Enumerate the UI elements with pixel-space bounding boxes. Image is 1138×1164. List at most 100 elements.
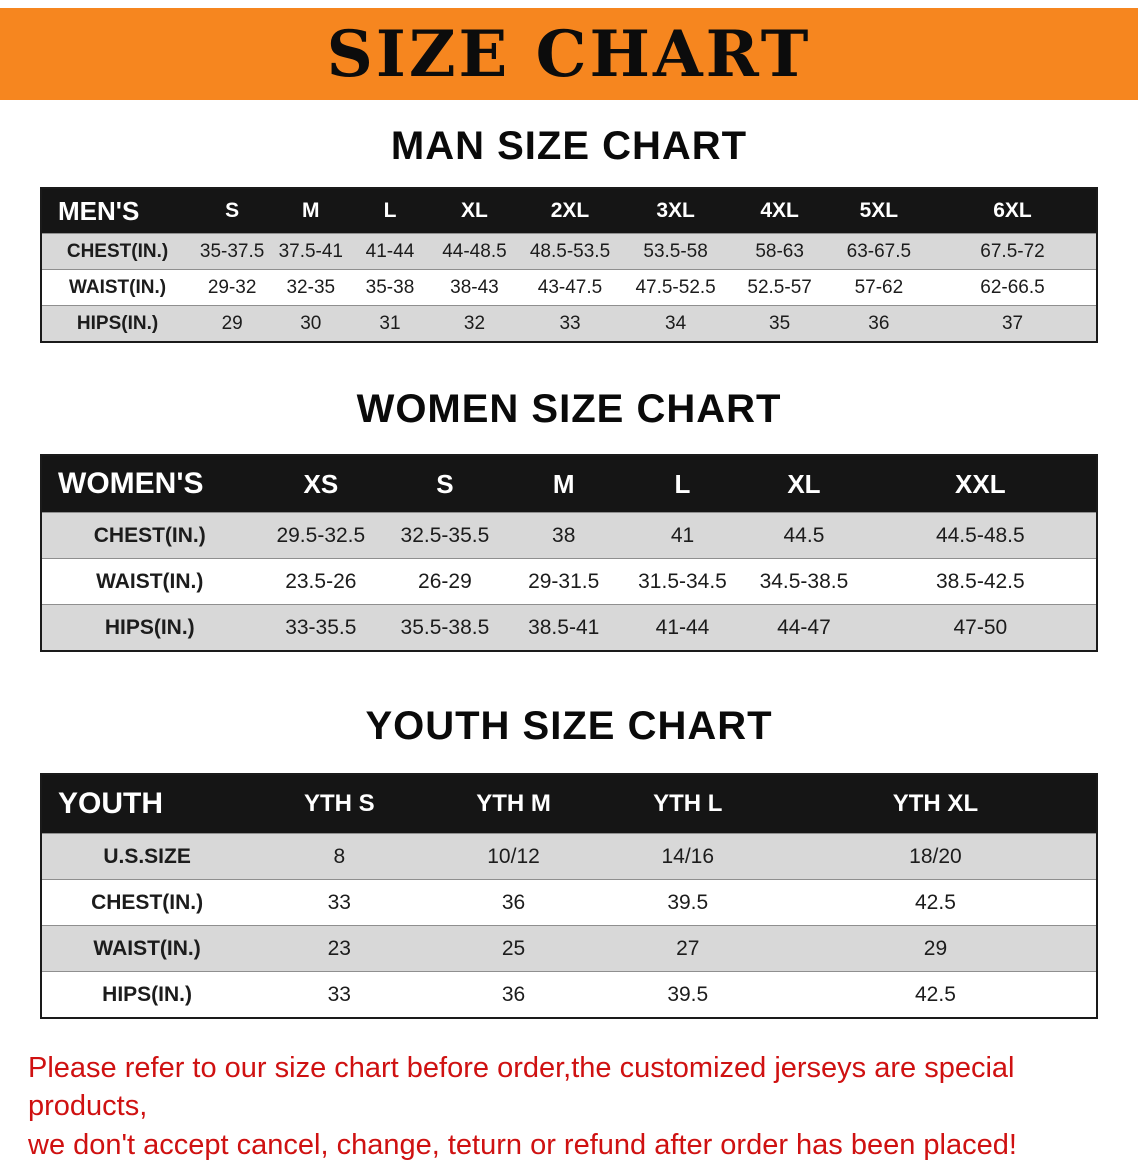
size-value: 29-31.5 [505, 558, 622, 605]
man-chest-row: CHEST(IN.) 35-37.5 37.5-41 41-44 44-48.5… [41, 233, 1097, 270]
size-value: 18/20 [774, 833, 1097, 880]
women-waist-row: WAIST(IN.) 23.5-26 26-29 29-31.5 31.5-34… [41, 558, 1097, 605]
size-chart-banner: SIZE CHART [0, 8, 1138, 100]
row-label: HIPS(IN.) [41, 305, 194, 342]
size-value: 44.5 [743, 512, 865, 559]
row-label: U.S.SIZE [41, 833, 253, 880]
size-value: 36 [426, 971, 601, 1018]
size-value: 8 [252, 833, 427, 880]
size-value: 32 [429, 305, 520, 342]
youth-chest-row: CHEST(IN.) 33 36 39.5 42.5 [41, 879, 1097, 926]
youth-hips-row: HIPS(IN.) 33 36 39.5 42.5 [41, 971, 1097, 1018]
size-value: 32.5-35.5 [384, 512, 506, 559]
size-column-header: YTH L [600, 774, 775, 834]
youth-size-table: YOUTH YTH S YTH M YTH L YTH XL U.S.SIZE … [40, 773, 1098, 1019]
size-value: 26-29 [384, 558, 506, 605]
size-column-header: L [621, 455, 744, 513]
women-hips-row: HIPS(IN.) 33-35.5 35.5-38.5 38.5-41 41-4… [41, 604, 1097, 651]
size-value: 37 [929, 305, 1097, 342]
size-value: 52.5-57 [730, 269, 829, 306]
size-value: 36 [828, 305, 930, 342]
size-column-header: 4XL [730, 188, 829, 234]
women-chest-row: CHEST(IN.) 29.5-32.5 32.5-35.5 38 41 44.… [41, 512, 1097, 559]
size-column-header: S [384, 455, 506, 513]
size-value: 41-44 [350, 233, 430, 270]
row-label: HIPS(IN.) [41, 604, 258, 651]
size-value: 42.5 [774, 971, 1097, 1018]
women-header-row: WOMEN'S XS S M L XL XXL [41, 455, 1097, 513]
youth-section-heading: YOUTH SIZE CHART [365, 704, 773, 748]
size-value: 34 [620, 305, 731, 342]
size-value: 10/12 [426, 833, 601, 880]
youth-table-title: YOUTH [41, 774, 253, 834]
size-value: 44-47 [743, 604, 865, 651]
man-header-row: MEN'S S M L XL 2XL 3XL 4XL 5XL 6XL [41, 188, 1097, 234]
size-value: 27 [600, 925, 775, 972]
size-value: 33-35.5 [257, 604, 385, 651]
size-value: 38.5-42.5 [864, 558, 1097, 605]
size-value: 63-67.5 [828, 233, 930, 270]
row-label: HIPS(IN.) [41, 971, 253, 1018]
size-value: 48.5-53.5 [519, 233, 621, 270]
size-value: 33 [252, 971, 427, 1018]
size-value: 67.5-72 [929, 233, 1097, 270]
size-value: 44-48.5 [429, 233, 520, 270]
size-value: 41 [621, 512, 744, 559]
size-column-header: XS [257, 455, 385, 513]
man-waist-row: WAIST(IN.) 29-32 32-35 35-38 38-43 43-47… [41, 269, 1097, 306]
man-hips-row: HIPS(IN.) 29 30 31 32 33 34 35 36 37 [41, 305, 1097, 342]
size-value: 47.5-52.5 [620, 269, 731, 306]
man-table-title: MEN'S [41, 188, 194, 234]
size-value: 35 [730, 305, 829, 342]
youth-ussize-row: U.S.SIZE 8 10/12 14/16 18/20 [41, 833, 1097, 880]
size-value: 34.5-38.5 [743, 558, 865, 605]
size-column-header: 3XL [620, 188, 731, 234]
women-size-table: WOMEN'S XS S M L XL XXL CHEST(IN.) 29.5-… [40, 454, 1098, 652]
size-column-header: XL [743, 455, 865, 513]
women-table-title: WOMEN'S [41, 455, 258, 513]
size-value: 38.5-41 [505, 604, 622, 651]
size-value: 33 [252, 879, 427, 926]
size-column-header: XL [429, 188, 520, 234]
row-label: WAIST(IN.) [41, 269, 194, 306]
size-value: 31 [350, 305, 430, 342]
row-label: CHEST(IN.) [41, 879, 253, 926]
size-value: 30 [271, 305, 351, 342]
size-value: 23 [252, 925, 427, 972]
row-label: WAIST(IN.) [41, 558, 258, 605]
disclaimer-line-2: we don't accept cancel, change, teturn o… [28, 1128, 1017, 1161]
size-value: 33 [519, 305, 621, 342]
size-value: 39.5 [600, 971, 775, 1018]
size-column-header: 2XL [519, 188, 621, 234]
youth-waist-row: WAIST(IN.) 23 25 27 29 [41, 925, 1097, 972]
size-value: 39.5 [600, 879, 775, 926]
size-column-header: M [505, 455, 622, 513]
size-column-header: M [271, 188, 351, 234]
size-value: 23.5-26 [257, 558, 385, 605]
row-label: CHEST(IN.) [41, 512, 258, 559]
size-value: 38-43 [429, 269, 520, 306]
size-value: 58-63 [730, 233, 829, 270]
man-size-table: MEN'S S M L XL 2XL 3XL 4XL 5XL 6XL CHEST… [40, 187, 1098, 343]
size-value: 47-50 [864, 604, 1097, 651]
size-value: 43-47.5 [519, 269, 621, 306]
row-label: CHEST(IN.) [41, 233, 194, 270]
size-column-header: 6XL [929, 188, 1097, 234]
size-value: 32-35 [271, 269, 351, 306]
size-value: 25 [426, 925, 601, 972]
size-value: 62-66.5 [929, 269, 1097, 306]
size-value: 57-62 [828, 269, 930, 306]
size-column-header: YTH XL [774, 774, 1097, 834]
size-column-header: YTH M [426, 774, 601, 834]
size-value: 44.5-48.5 [864, 512, 1097, 559]
size-column-header: XXL [864, 455, 1097, 513]
size-column-header: S [193, 188, 272, 234]
size-value: 42.5 [774, 879, 1097, 926]
size-value: 31.5-34.5 [621, 558, 744, 605]
size-value: 35-37.5 [193, 233, 272, 270]
page-title: SIZE CHART [326, 16, 812, 92]
size-value: 35.5-38.5 [384, 604, 506, 651]
man-section-heading: MAN SIZE CHART [390, 124, 748, 168]
row-label: WAIST(IN.) [41, 925, 253, 972]
size-column-header: YTH S [252, 774, 427, 834]
